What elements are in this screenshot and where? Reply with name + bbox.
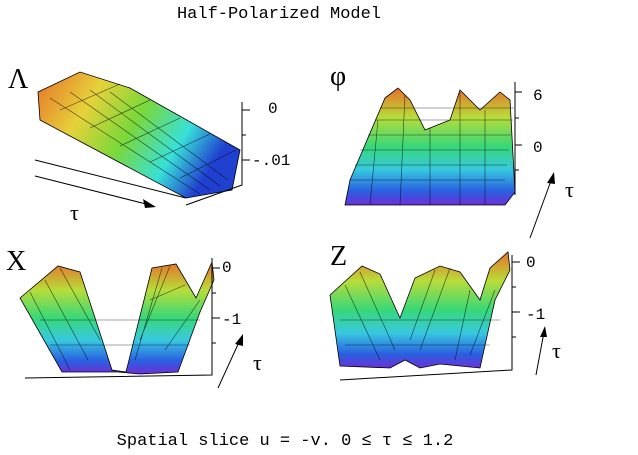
tick-label: 6 — [533, 87, 543, 105]
arrow-head — [143, 199, 156, 208]
surface-mesh — [340, 267, 500, 361]
axis-box — [514, 82, 522, 195]
tick-label: 0 — [222, 259, 232, 277]
surface — [329, 251, 511, 369]
panel-label: Λ — [8, 64, 29, 95]
tick-label: -1 — [222, 311, 241, 329]
title: Half-Polarized Model — [177, 5, 381, 24]
tau-arrow — [34, 159, 187, 206]
axis-box — [339, 255, 520, 381]
tau-arrow — [217, 339, 241, 389]
panel-label: φ — [330, 61, 346, 92]
arrow-head — [235, 334, 243, 346]
surface — [19, 260, 215, 375]
panel-label: Z — [330, 241, 347, 272]
tau-arrow — [535, 331, 545, 376]
panel-label: X — [6, 246, 26, 277]
surface-mesh — [350, 92, 514, 206]
axis-label: τ — [253, 350, 262, 375]
tau-arrow — [529, 177, 553, 239]
axis-label: τ — [565, 177, 574, 202]
surface-mesh — [49, 83, 237, 195]
tick-label: -.01 — [252, 152, 290, 170]
axis-label: τ — [70, 200, 79, 225]
tick-label: 0 — [268, 100, 278, 118]
surface-mesh — [29, 265, 201, 371]
arrow-head — [540, 326, 547, 337]
axis-label: τ — [552, 338, 561, 363]
panel-lambda: Λ 0 -.01 τ — [8, 64, 290, 225]
caption: Spatial slice u = -v. 0 ≤ τ ≤ 1.2 — [117, 432, 454, 451]
axis-box — [185, 102, 250, 206]
axis-box — [24, 258, 220, 379]
panel-x: X 0 -1 τ — [6, 246, 262, 389]
panel-z: Z 0 -1 τ — [329, 241, 561, 381]
surface — [37, 71, 241, 199]
panel-phi: φ 6 0 τ — [330, 61, 574, 239]
tick-label: 0 — [526, 254, 536, 272]
tick-label: -1 — [526, 306, 545, 324]
tick-label: 0 — [533, 139, 543, 157]
arrow-head — [547, 172, 555, 184]
